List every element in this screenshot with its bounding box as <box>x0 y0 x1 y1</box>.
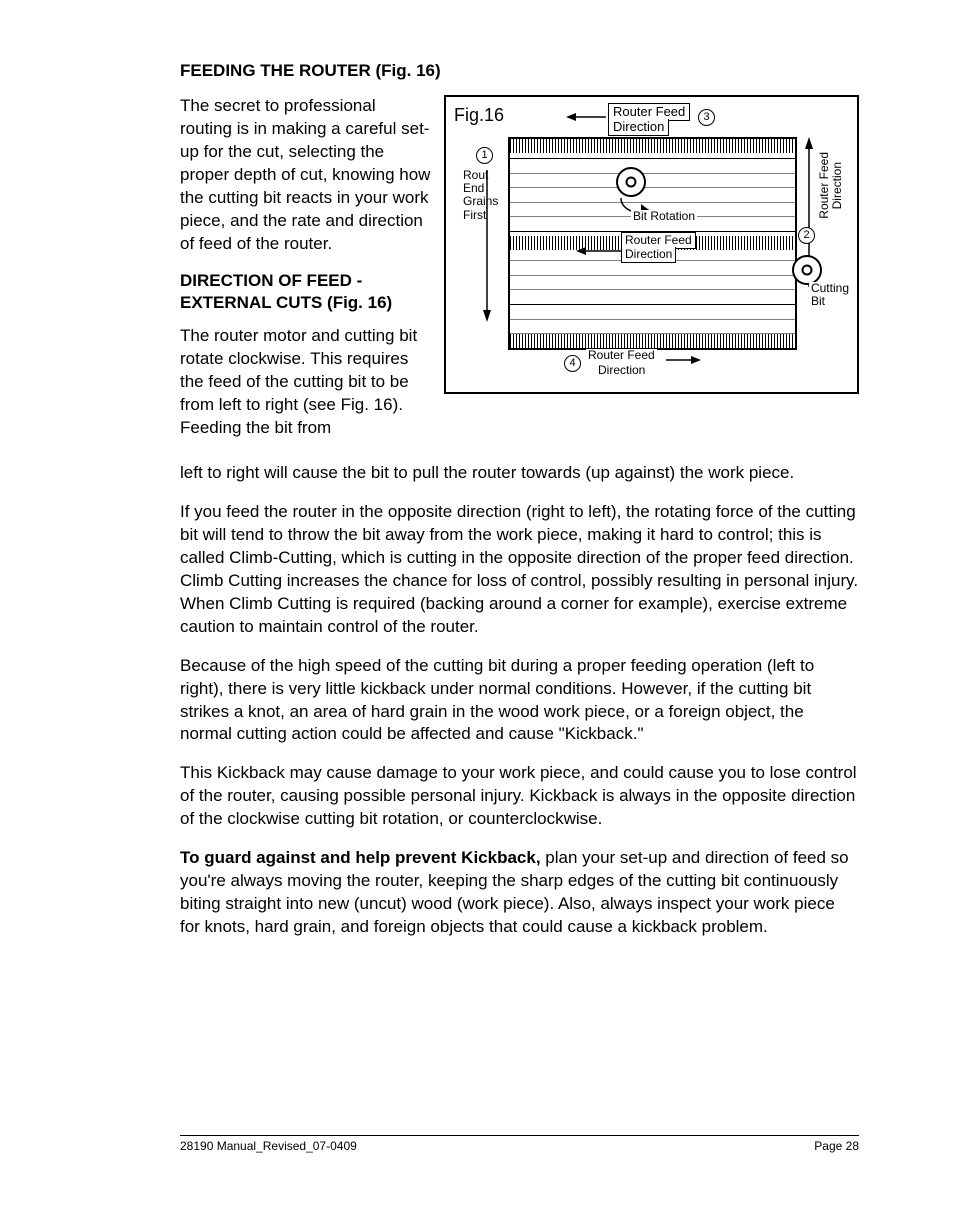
wood-grain-edge <box>510 139 795 153</box>
left-column-text: The secret to professional routing is in… <box>180 95 432 454</box>
footer-page-number: Page 28 <box>814 1139 859 1153</box>
page-footer: 28190 Manual_Revised_07-0409 Page 28 <box>180 1135 859 1153</box>
circled-4: 4 <box>564 355 581 372</box>
arrow-down-icon <box>481 152 493 322</box>
sub-heading: DIRECTION OF FEED - EXTERNAL CUTS (Fig. … <box>180 270 432 316</box>
paragraph-1: The secret to professional routing is in… <box>180 95 432 256</box>
footer-doc-id: 28190 Manual_Revised_07-0409 <box>180 1139 357 1153</box>
arrow-right-icon <box>581 355 701 365</box>
paragraph-6-lead: To guard against and help prevent Kickba… <box>180 848 541 867</box>
direction-right-label: Direction <box>829 162 846 209</box>
circled-2: 2 <box>798 227 815 244</box>
figure-label: Fig.16 <box>454 103 504 127</box>
paragraph-2b: left to right will cause the bit to pull… <box>180 462 859 485</box>
direction-bottom-label: Direction <box>596 364 647 377</box>
arrow-left-icon <box>566 111 606 123</box>
wood-grain-edge <box>510 334 795 348</box>
section-title: FEEDING THE ROUTER (Fig. 16) <box>180 60 859 83</box>
paragraph-4: Because of the high speed of the cutting… <box>180 655 859 747</box>
direction-top-label: Direction <box>608 119 669 136</box>
paragraph-5: This Kickback may cause damage to your w… <box>180 762 859 831</box>
paragraph-3: If you feed the router in the opposite d… <box>180 501 859 639</box>
cutting-bit-label: Cutting Bit <box>809 282 851 308</box>
paragraph-2a: The router motor and cutting bit rotate … <box>180 325 432 440</box>
arrow-left-mid-icon <box>576 245 621 257</box>
figure-16: Fig.16 Router Feed Direction 3 1 Rout En… <box>444 95 859 394</box>
circled-3: 3 <box>698 109 715 126</box>
bit-rotation-label: Bit Rotation <box>631 210 697 223</box>
direction-mid-label: Direction <box>621 247 676 263</box>
paragraph-6: To guard against and help prevent Kickba… <box>180 847 859 939</box>
